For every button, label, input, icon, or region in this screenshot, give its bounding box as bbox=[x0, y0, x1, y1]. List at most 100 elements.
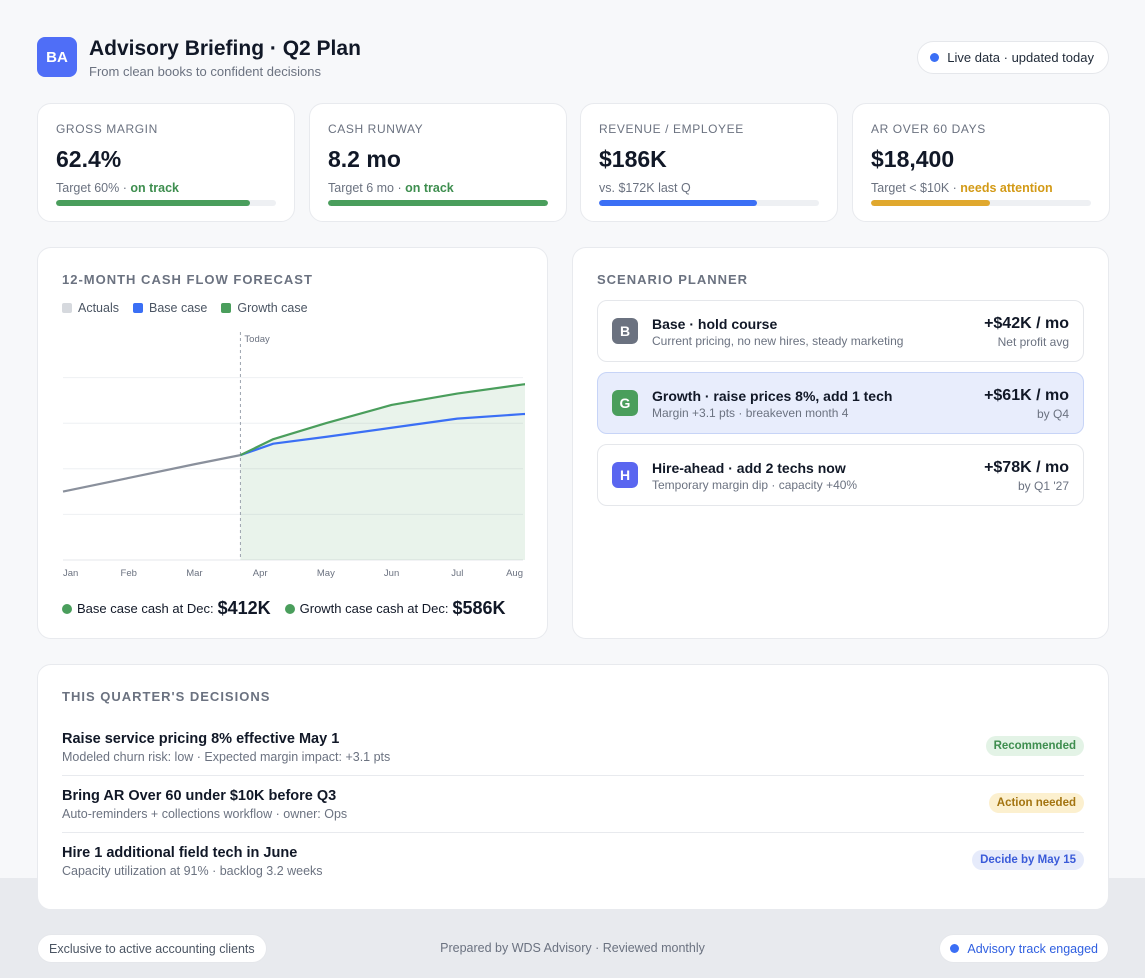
decision-status-badge: Action needed bbox=[988, 793, 1084, 813]
kpi-card-cash-runway[interactable]: Cash Runway 8.2 mo Target 6 mo · on track bbox=[309, 103, 567, 222]
advisory-track-pill[interactable]: Advisory track engaged bbox=[939, 934, 1109, 963]
x-tick-label: Aug bbox=[506, 568, 523, 579]
kpi-card-ar-over-60[interactable]: AR Over 60 Days $18,400 Target < $10K · ne… bbox=[852, 103, 1110, 222]
page-subtitle: From clean books to confident decisions bbox=[89, 64, 321, 79]
kpi-progress-track bbox=[328, 200, 548, 206]
live-data-pill[interactable]: Live data · updated today bbox=[917, 41, 1109, 74]
kpi-progress-fill bbox=[871, 200, 990, 206]
kpi-status: on track bbox=[405, 181, 454, 195]
header: BA Advisory Briefing · Q2 Plan From clea… bbox=[37, 37, 1109, 81]
legend-growth-case-label: Growth case bbox=[237, 301, 308, 315]
advisory-status-icon bbox=[950, 944, 960, 953]
growth-case-area bbox=[240, 384, 525, 560]
decision-status-badge: Decide by May 15 bbox=[972, 850, 1084, 870]
chart-title: 12-Month Cash Flow Forecast bbox=[62, 272, 313, 287]
base-summary-value: $412K bbox=[217, 598, 271, 618]
x-tick-label: Feb bbox=[121, 568, 137, 579]
legend-base-case[interactable]: Base case bbox=[133, 301, 207, 315]
kpi-label: AR Over 60 Days bbox=[871, 122, 986, 136]
scenario-title: Scenario Planner bbox=[597, 272, 749, 287]
kpi-label: Revenue / Employee bbox=[599, 122, 744, 136]
chart-legend: Actuals Base case Growth case bbox=[62, 301, 308, 315]
scenario-name: Base · hold course bbox=[652, 316, 778, 332]
kpi-value: 8.2 mo bbox=[328, 146, 401, 172]
legend-actuals-label: Actuals bbox=[78, 301, 119, 315]
scenario-planner-card: Scenario Planner B Base · hold course Cu… bbox=[572, 247, 1109, 639]
legend-growth-case[interactable]: Growth case bbox=[221, 301, 308, 315]
decision-detail: Auto-reminders + collections workflow · … bbox=[62, 807, 348, 821]
scenario-badge: H bbox=[612, 462, 638, 488]
kpi-target: Target 60% · bbox=[56, 181, 131, 195]
kpi-progress-track bbox=[599, 200, 819, 206]
client-exclusive-pill: Exclusive to active accounting clients bbox=[37, 934, 267, 963]
base-summary-dot-icon bbox=[62, 603, 72, 614]
kpi-subtext: Target 60% · on track bbox=[56, 181, 276, 195]
x-tick-label: May bbox=[317, 568, 335, 579]
kpi-status: needs attention bbox=[960, 181, 1053, 195]
kpi-progress-fill bbox=[328, 200, 548, 206]
decision-detail: Modeled churn risk: low · Expected margi… bbox=[62, 750, 391, 764]
kpi-card-gross-margin[interactable]: Gross Margin 62.4% Target 60% · on track bbox=[37, 103, 295, 222]
scenario-name: Growth · raise prices 8%, add 1 tech bbox=[652, 388, 893, 404]
kpi-progress-fill bbox=[599, 200, 758, 206]
decision-row[interactable]: Raise service pricing 8% effective May 1… bbox=[62, 719, 1084, 776]
scenario-name: Hire-ahead · add 2 techs now bbox=[652, 460, 846, 476]
growth-summary-value: $586K bbox=[452, 598, 506, 618]
actuals-swatch-icon bbox=[62, 303, 72, 313]
page-title: Advisory Briefing · Q2 Plan bbox=[89, 37, 361, 60]
scenario-value: +$42K / mo bbox=[984, 315, 1069, 332]
kpi-progress-track bbox=[871, 200, 1091, 206]
x-tick-label: Jul bbox=[451, 568, 463, 579]
kpi-value: $186K bbox=[599, 146, 667, 172]
decision-row[interactable]: Bring AR Over 60 under $10K before Q3 Au… bbox=[62, 775, 1084, 832]
decisions-title: This Quarter's Decisions bbox=[62, 689, 271, 704]
kpi-card-revenue-per-employee[interactable]: Revenue / Employee $186K vs. $172K last Q bbox=[580, 103, 838, 222]
scenario-note: Net profit avg bbox=[997, 335, 1069, 349]
scenario-note: by Q4 bbox=[1036, 407, 1069, 421]
scenario-badge: G bbox=[612, 390, 638, 416]
kpi-target: Target 6 mo · bbox=[328, 181, 406, 195]
base-case-line bbox=[240, 412, 525, 457]
kpi-progress-track bbox=[56, 200, 276, 206]
growth-summary-label: Growth case cash at Dec: bbox=[299, 601, 449, 616]
chart-summary: Base case cash at Dec: $412K Growth case… bbox=[62, 598, 506, 619]
kpi-progress-fill bbox=[56, 200, 250, 206]
scenario-growth[interactable]: G Growth · raise prices 8%, add 1 tech M… bbox=[597, 372, 1084, 434]
kpi-target: Target < $10K · bbox=[871, 181, 961, 195]
growth-summary-dot-icon bbox=[284, 603, 295, 614]
decision-title: Raise service pricing 8% effective May 1 bbox=[62, 731, 340, 747]
scenario-value: +$78K / mo bbox=[984, 459, 1069, 476]
decision-detail: Capacity utilization at 91% · backlog 3.… bbox=[62, 864, 323, 878]
x-tick-label: Jun bbox=[384, 568, 399, 579]
kpi-subtext: Target < $10K · needs attention bbox=[871, 181, 1091, 195]
legend-actuals[interactable]: Actuals bbox=[62, 301, 119, 315]
advisory-track-label: Advisory track engaged bbox=[967, 941, 1098, 956]
actuals-line bbox=[62, 454, 241, 493]
base-case-swatch-icon bbox=[133, 303, 143, 313]
cash-flow-chart: Today Jan Feb Mar Apr May Jun Jul Aug bbox=[62, 332, 525, 579]
x-tick-label: Apr bbox=[253, 568, 268, 579]
footer-credit: Prepared by WDS Advisory · Reviewed mont… bbox=[440, 941, 705, 955]
growth-case-swatch-icon bbox=[221, 303, 232, 313]
decision-row[interactable]: Hire 1 additional field tech in June Cap… bbox=[62, 832, 1084, 889]
kpi-label: Gross Margin bbox=[56, 122, 158, 136]
scenario-hire-ahead[interactable]: H Hire-ahead · add 2 techs now Temporary… bbox=[597, 444, 1084, 506]
kpi-subtext: Target 6 mo · on track bbox=[328, 181, 548, 195]
scenario-badge: B bbox=[612, 318, 638, 344]
kpi-label: Cash Runway bbox=[328, 122, 424, 136]
scenario-desc: Temporary margin dip · capacity +40% bbox=[652, 478, 858, 492]
legend-base-case-label: Base case bbox=[149, 301, 208, 315]
kpi-value: 62.4% bbox=[56, 146, 122, 172]
kpi-value: $18,400 bbox=[871, 146, 955, 172]
scenario-desc: Current pricing, no new hires, steady ma… bbox=[652, 334, 904, 348]
kpi-status: on track bbox=[130, 181, 179, 195]
kpi-target: vs. $172K last Q bbox=[599, 181, 691, 195]
live-data-label: Live data · updated today bbox=[947, 50, 1094, 65]
scenario-base[interactable]: B Base · hold course Current pricing, no… bbox=[597, 300, 1084, 362]
cash-flow-forecast-card: 12-Month Cash Flow Forecast Actuals Base… bbox=[37, 247, 548, 639]
scenario-note: by Q1 '27 bbox=[1018, 479, 1069, 493]
scenario-desc: Margin +3.1 pts · breakeven month 4 bbox=[652, 406, 849, 420]
kpi-subtext: vs. $172K last Q bbox=[599, 181, 819, 195]
x-tick-label: Jan bbox=[63, 568, 78, 579]
decision-title: Bring AR Over 60 under $10K before Q3 bbox=[62, 788, 337, 804]
